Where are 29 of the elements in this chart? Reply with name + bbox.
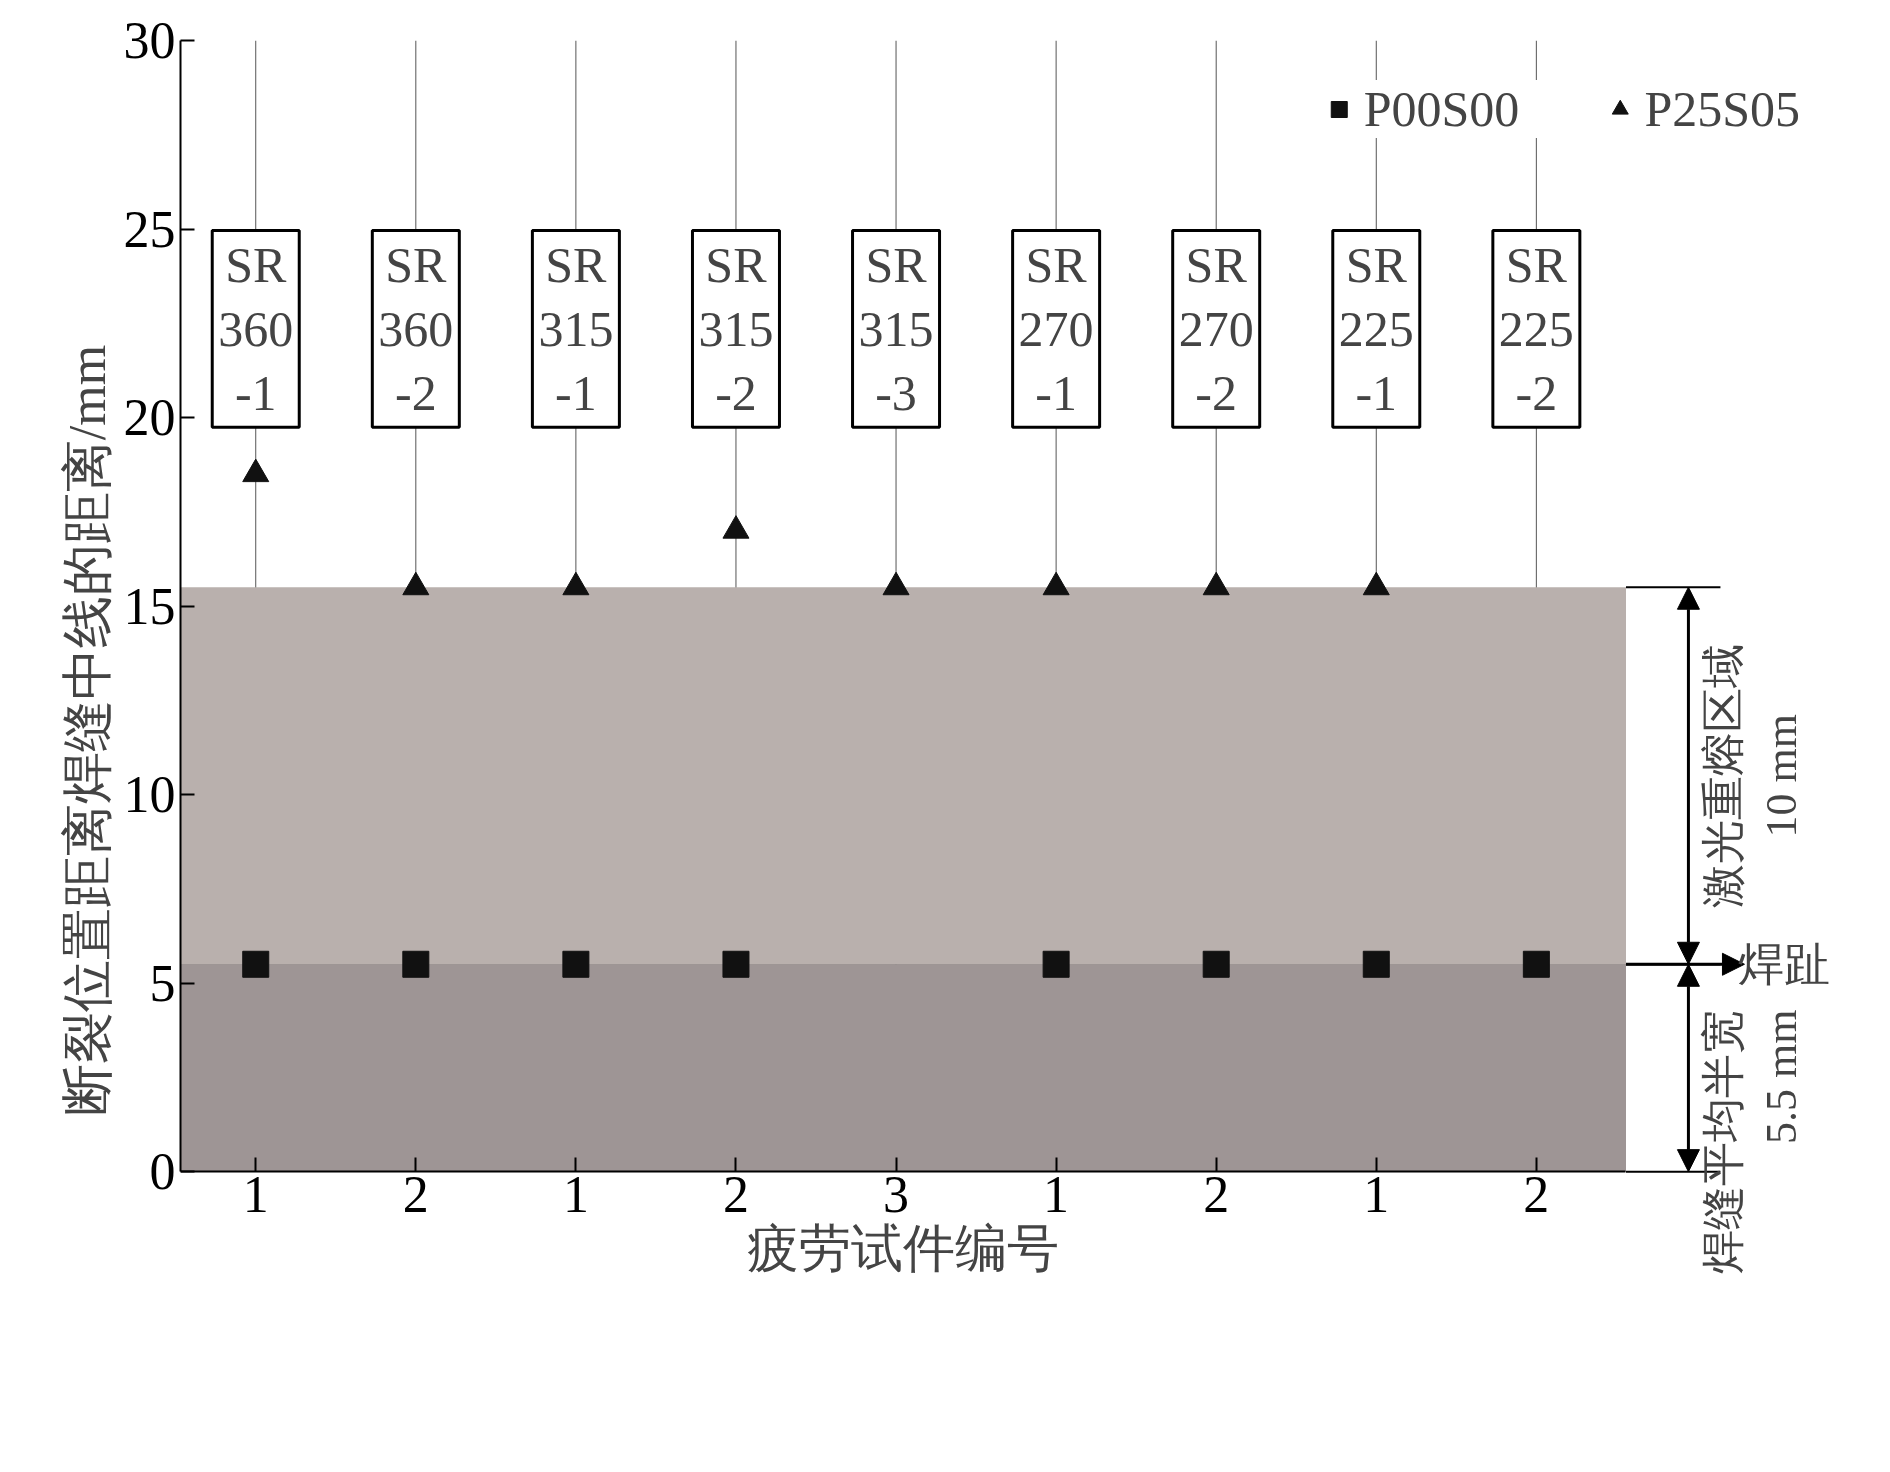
y-tick-label: 30 — [123, 12, 176, 69]
y-tick-label: 15 — [123, 577, 176, 635]
y-tick-label: 20 — [123, 389, 176, 447]
band-label: 焊缝平均半宽 5.5 mm — [1698, 1009, 1807, 1274]
ref-line-label: 焊趾 — [1738, 938, 1831, 990]
x-tick-label: 1 — [1363, 1165, 1390, 1223]
y-tick-label: 0 — [149, 1143, 176, 1201]
x-tick-label: 1 — [562, 1165, 589, 1223]
legend-label: P25S05 — [1644, 80, 1800, 138]
annotation: SR 315 -1 — [538, 236, 614, 422]
annotation: SR 225 -1 — [1338, 236, 1414, 422]
y-tick-label: 25 — [123, 200, 176, 258]
annotation: SR 270 -2 — [1178, 236, 1254, 422]
x-tick-label: 2 — [722, 1165, 749, 1223]
legend-label: P00S00 — [1363, 80, 1520, 138]
x-tick-label: 2 — [1523, 1165, 1550, 1223]
x-tick-label: 2 — [1203, 1165, 1230, 1223]
y-tick-label: 5 — [149, 954, 176, 1012]
y-tick-label: 10 — [123, 766, 176, 824]
annotation: SR 360 -2 — [378, 236, 454, 422]
annotation: SR 225 -2 — [1498, 236, 1574, 422]
annotation: SR 360 -1 — [218, 236, 294, 422]
annotation: SR 315 -3 — [858, 236, 934, 422]
annotation: SR 315 -2 — [698, 236, 774, 422]
band-label: 激光重熔区域 10 mm — [1698, 643, 1807, 908]
y-axis-title: 断裂位置距离焊缝中线的距离/mm — [58, 344, 116, 1117]
x-tick-label: 1 — [242, 1165, 269, 1223]
annotation: SR 270 -1 — [1018, 236, 1094, 422]
x-tick-label: 2 — [402, 1165, 429, 1223]
